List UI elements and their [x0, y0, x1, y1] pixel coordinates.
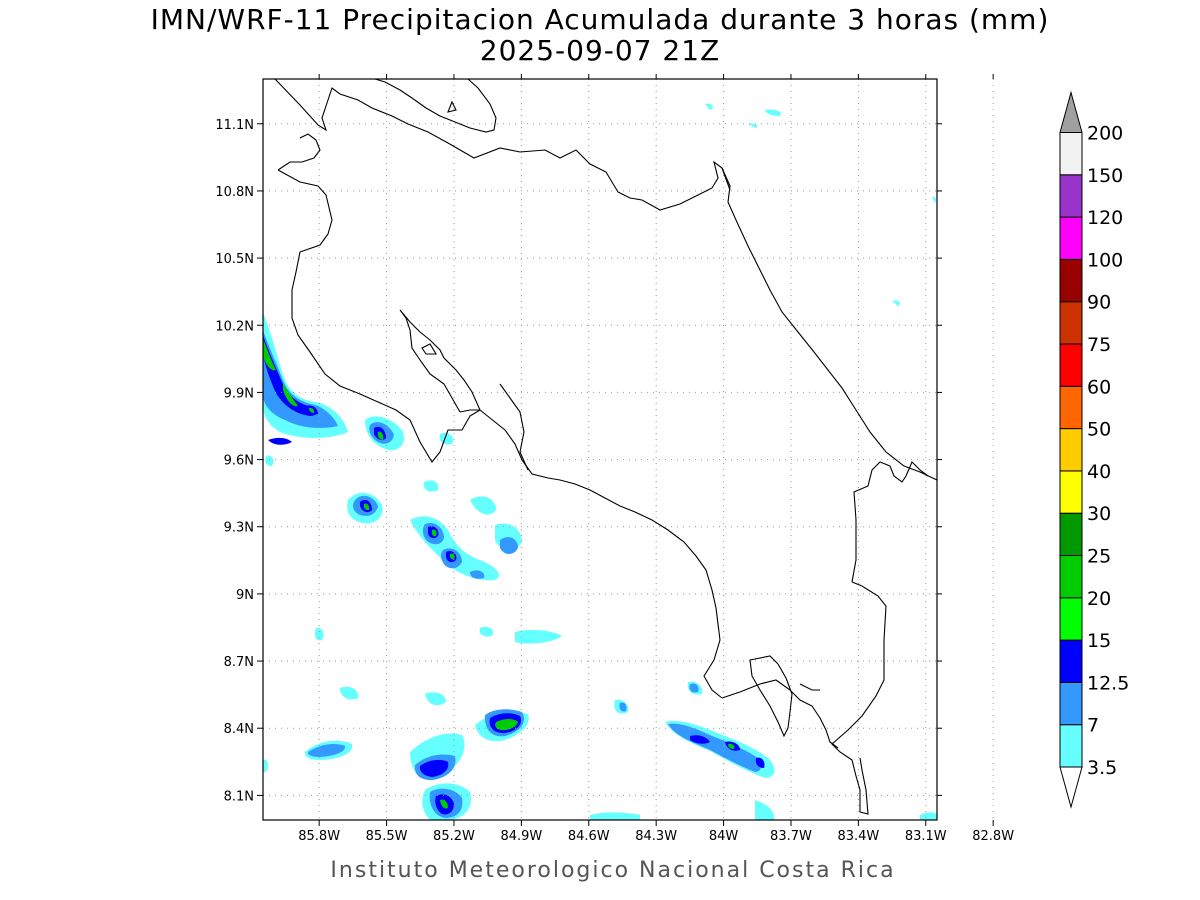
longitude-axis: 85.8W 85.5W 85.2W 84.9W 84.6W 84.3W 84W 83.7W 83… [298, 74, 1014, 844]
colorbar-level-label: 30 [1087, 503, 1111, 525]
colorbar-swatch [1059, 132, 1083, 176]
colorbar-level-label: 120 [1087, 207, 1123, 229]
colorbar-swatch [1059, 216, 1083, 260]
lon-tick-label: 84.9W [500, 829, 542, 844]
colorbar-swatch [1059, 343, 1083, 387]
colorbar-swatch [1059, 470, 1083, 514]
lat-tick-label: 9.3N [224, 521, 254, 536]
lon-tick-label: 85.2W [433, 829, 475, 844]
map-subtitle: 2025-09-07 21Z [480, 34, 720, 67]
lat-tick-label: 8.7N [224, 655, 254, 670]
colorbar-swatch [1059, 512, 1083, 557]
colorbar-level-label: 25 [1087, 546, 1111, 568]
coastlines [274, 78, 938, 815]
colorbar-level-label: 50 [1087, 419, 1111, 441]
lon-tick-label: 84W [709, 829, 739, 844]
map-title: IMN/WRF-11 Precipitacion Acumulada duran… [151, 3, 1050, 36]
colorbar-swatch [1059, 428, 1083, 472]
colorbar-level-label: 40 [1087, 461, 1111, 483]
colorbar-swatch [1059, 681, 1083, 726]
lat-tick-label: 9.6N [224, 454, 254, 469]
lon-tick-label: 85.8W [298, 829, 340, 844]
colorbar-level-label: 12.5 [1087, 672, 1129, 694]
colorbar-level-label: 15 [1087, 630, 1111, 652]
lon-tick-label: 84.6W [568, 829, 610, 844]
colorbar-level-label: 90 [1087, 292, 1111, 314]
lat-tick-label: 8.4N [224, 722, 254, 737]
colorbar-swatch [1059, 385, 1083, 430]
colorbar-level-label: 20 [1087, 588, 1111, 610]
colorbar-level-label: 75 [1087, 334, 1111, 356]
lat-tick-label: 8.1N [224, 789, 254, 804]
lon-tick-label: 82.8W [972, 829, 1014, 844]
lat-tick-label: 10.5N [215, 252, 254, 267]
map-background [263, 79, 937, 820]
colorbar-swatch [1059, 597, 1083, 641]
colorbar-swatch [1059, 555, 1083, 599]
colorbar-swatch [1059, 724, 1083, 768]
colorbar-level-label: 60 [1087, 376, 1111, 398]
map-panel: 85.8W 85.5W 85.2W 84.9W 84.6W 84.3W 84W 83.7W 83… [215, 74, 1014, 844]
lon-tick-label: 85.5W [366, 829, 408, 844]
precip-field-green [263, 338, 735, 809]
lat-tick-label: 11.1N [215, 118, 254, 133]
colorbar-swatch [1059, 301, 1083, 345]
colorbar-swatch [1059, 639, 1083, 683]
lon-tick-label: 83.7W [770, 829, 812, 844]
colorbar-level-label: 7 [1087, 715, 1099, 737]
colorbar-level-label: 3.5 [1087, 757, 1117, 779]
lat-tick-label: 10.8N [215, 185, 254, 200]
lat-tick-label: 9N [236, 588, 254, 603]
colorbar-over-arrow [1059, 90, 1083, 133]
colorbar-under-arrow [1059, 766, 1083, 809]
colorbar-swatch [1059, 174, 1083, 218]
lat-tick-label: 10.2N [215, 319, 254, 334]
colorbar-level-label: 150 [1087, 165, 1123, 187]
lon-tick-label: 84.3W [635, 829, 677, 844]
colorbar-swatch [1059, 258, 1083, 303]
latitude-axis: 11.1N 10.8N 10.5N 10.2N 9.9N 9.6N 9.3N 9N 8.7N 8.… [215, 118, 942, 804]
colorbar-level-label: 200 [1087, 123, 1123, 145]
map-frame [262, 78, 938, 821]
lon-tick-label: 83.4W [837, 829, 879, 844]
lat-tick-label: 9.9N [224, 386, 254, 401]
footer-credit: Instituto Meteorologico Nacional Costa R… [330, 858, 895, 883]
map-grid [263, 79, 994, 820]
colorbar-legend: 3.5 7 12.5 15 20 25 30 40 50 60 75 90 100 120 150 200 [1059, 90, 1129, 809]
lon-tick-label: 83.1W [905, 829, 947, 844]
colorbar-level-label: 100 [1087, 249, 1123, 271]
